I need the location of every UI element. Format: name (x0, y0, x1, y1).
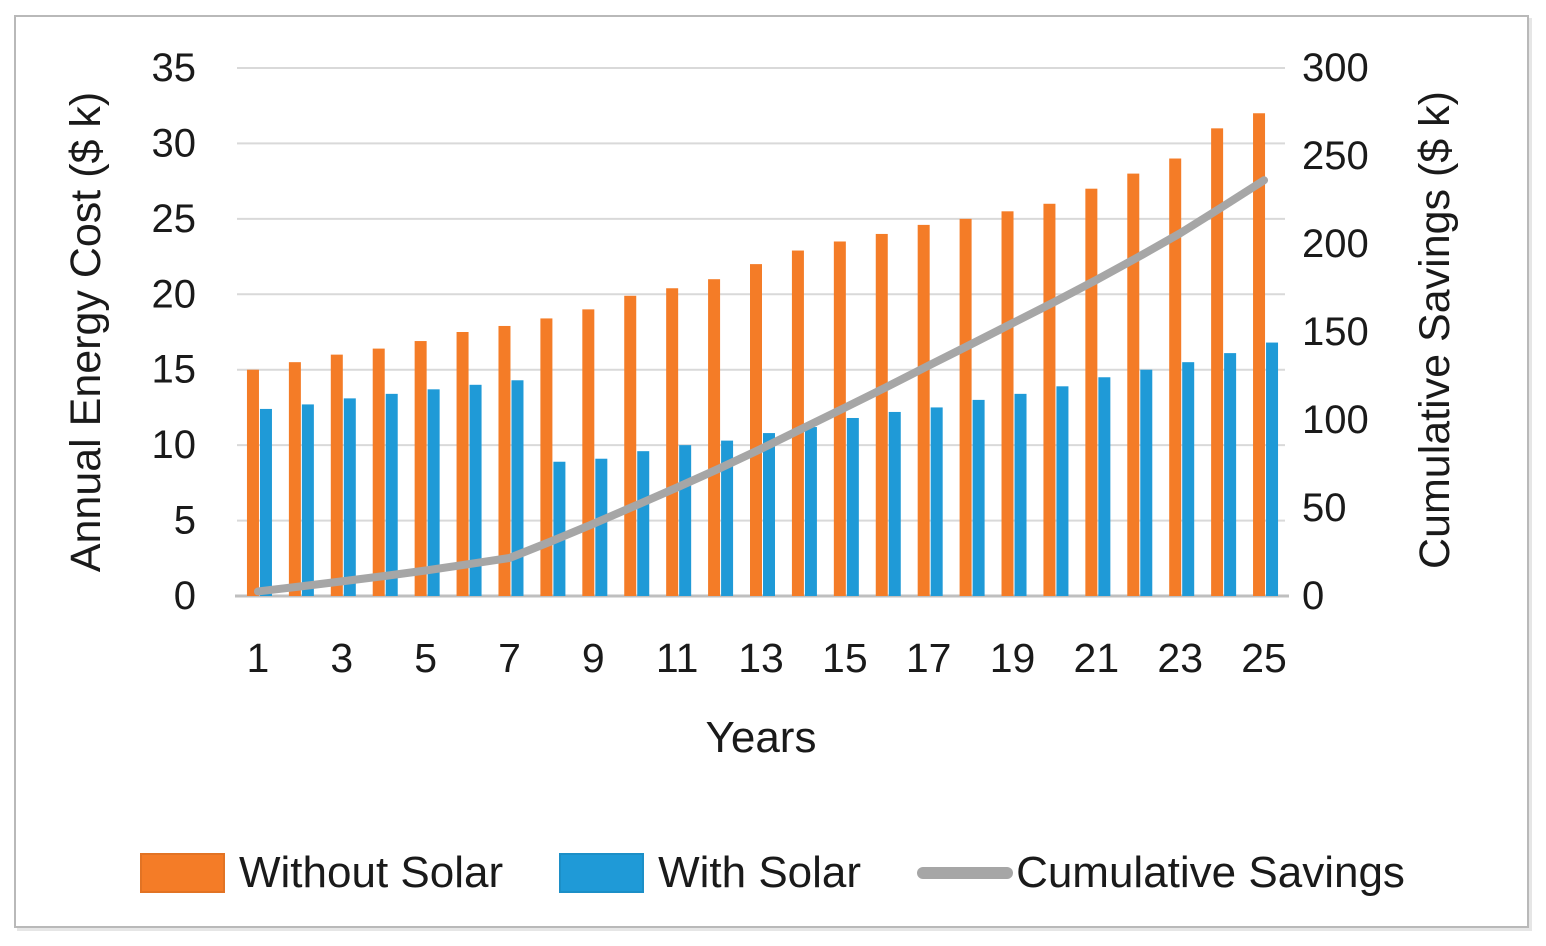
bar-with-solar-year-4 (385, 393, 398, 596)
right-axis-tick-250: 250 (1302, 134, 1369, 178)
x-axis-tick-13: 13 (738, 635, 784, 681)
bar-with-solar-year-2 (301, 404, 314, 596)
bar-without-solar-year-7 (498, 325, 511, 596)
x-axis-tick-3: 3 (330, 635, 353, 681)
legend-label-without-solar: Without Solar (239, 848, 504, 897)
bar-without-solar-year-2 (288, 362, 301, 596)
bar-with-solar-year-21 (1098, 377, 1111, 596)
right-axis-tick-50: 50 (1302, 486, 1347, 530)
right-axis-title: Cumulative Savings ($ k) (1411, 91, 1459, 569)
left-axis-tick-0: 0 (174, 574, 196, 618)
bar-with-solar-year-17 (930, 407, 943, 596)
bar-without-solar-year-17 (917, 224, 930, 597)
bar-without-solar-year-14 (791, 250, 804, 596)
bar-with-solar-year-23 (1182, 362, 1195, 596)
right-axis-tick-150: 150 (1302, 310, 1369, 354)
bar-without-solar-year-8 (540, 318, 553, 596)
x-axis-tick-21: 21 (1074, 635, 1120, 681)
bar-with-solar-year-18 (972, 399, 985, 596)
left-axis-tick-10: 10 (152, 423, 197, 467)
left-axis-tick-15: 15 (152, 348, 197, 392)
right-axis-tick-200: 200 (1302, 222, 1369, 266)
bar-with-solar-year-5 (427, 389, 440, 596)
legend-label-cumulative-savings: Cumulative Savings (1016, 848, 1405, 897)
x-axis-title: Years (706, 713, 817, 762)
bar-with-solar-year-19 (1014, 393, 1027, 596)
bar-with-solar-year-25 (1266, 342, 1279, 596)
legend-item-with-solar: With Solar (559, 848, 861, 898)
bar-without-solar-year-21 (1085, 188, 1098, 596)
right-axis-tick-100: 100 (1302, 398, 1369, 442)
bar-with-solar-year-15 (846, 417, 859, 596)
bar-with-solar-year-20 (1056, 386, 1069, 596)
bar-without-solar-year-24 (1211, 128, 1224, 597)
x-axis-tick-23: 23 (1157, 635, 1203, 681)
bar-without-solar-year-1 (246, 369, 259, 596)
bar-without-solar-year-6 (456, 332, 469, 596)
bar-with-solar-year-16 (888, 411, 901, 596)
x-axis-tick-17: 17 (906, 635, 952, 681)
x-axis-tick-11: 11 (656, 635, 699, 681)
legend-label-with-solar: With Solar (658, 848, 862, 897)
legend-swatch-cumulative-savings-line (917, 867, 1014, 879)
legend-swatch-without-solar (140, 853, 225, 893)
x-axis-tick-15: 15 (822, 635, 868, 681)
bar-with-solar-year-10 (637, 451, 650, 596)
bar-with-solar-year-13 (763, 433, 775, 596)
bar-with-solar-year-9 (595, 458, 608, 596)
x-axis-tick-1: 1 (247, 635, 270, 681)
x-axis-tick-7: 7 (498, 635, 521, 681)
x-axis-tick-25: 25 (1241, 635, 1287, 681)
legend-item-cumulative-savings: Cumulative Savings (917, 848, 1405, 898)
right-axis-tick-300: 300 (1302, 46, 1369, 90)
bar-with-solar-year-7 (511, 380, 524, 596)
bar-without-solar-year-11 (666, 288, 679, 596)
bar-without-solar-year-4 (372, 348, 385, 596)
bar-without-solar-year-3 (330, 354, 343, 596)
left-axis-tick-25: 25 (152, 197, 197, 241)
left-axis-tick-30: 30 (152, 121, 197, 165)
bar-with-solar-year-11 (679, 445, 692, 596)
bar-with-solar-year-12 (721, 440, 734, 596)
right-axis-tick-0: 0 (1302, 574, 1324, 618)
bar-with-solar-year-24 (1224, 353, 1237, 596)
bar-with-solar-year-6 (469, 384, 482, 596)
bar-without-solar-year-22 (1127, 173, 1140, 596)
bar-without-solar-year-9 (582, 309, 595, 596)
bar-without-solar-year-13 (750, 264, 762, 596)
bar-without-solar-year-10 (624, 295, 637, 596)
x-axis-tick-5: 5 (414, 635, 437, 681)
bar-with-solar-year-14 (804, 427, 817, 596)
bar-without-solar-year-15 (833, 241, 846, 596)
left-axis-tick-35: 35 (152, 46, 197, 90)
left-axis-tick-20: 20 (152, 272, 197, 316)
bar-without-solar-year-23 (1169, 158, 1182, 596)
x-axis-tick-9: 9 (582, 635, 605, 681)
legend-swatch-with-solar (559, 853, 645, 893)
bar-with-solar-year-22 (1140, 369, 1153, 596)
bar-without-solar-year-25 (1253, 113, 1266, 596)
legend-item-without-solar: Without Solar (140, 848, 503, 898)
bar-without-solar-year-18 (959, 218, 972, 596)
bar-with-solar-year-1 (259, 408, 272, 596)
bar-without-solar-year-5 (414, 341, 427, 596)
bar-without-solar-year-16 (875, 233, 888, 596)
left-axis-tick-5: 5 (174, 499, 196, 543)
left-axis-title: Annual Energy Cost ($ k) (62, 92, 110, 572)
bar-with-solar-year-3 (343, 398, 356, 596)
legend: Without Solar With Solar Cumulative Savi… (140, 840, 1405, 906)
bar-without-solar-year-20 (1043, 203, 1056, 596)
bar-without-solar-year-19 (1001, 211, 1014, 597)
x-axis-tick-19: 19 (990, 635, 1036, 681)
bar-with-solar-year-8 (553, 461, 566, 596)
bar-without-solar-year-12 (708, 279, 721, 596)
cumulative-savings-line (253, 176, 1269, 596)
